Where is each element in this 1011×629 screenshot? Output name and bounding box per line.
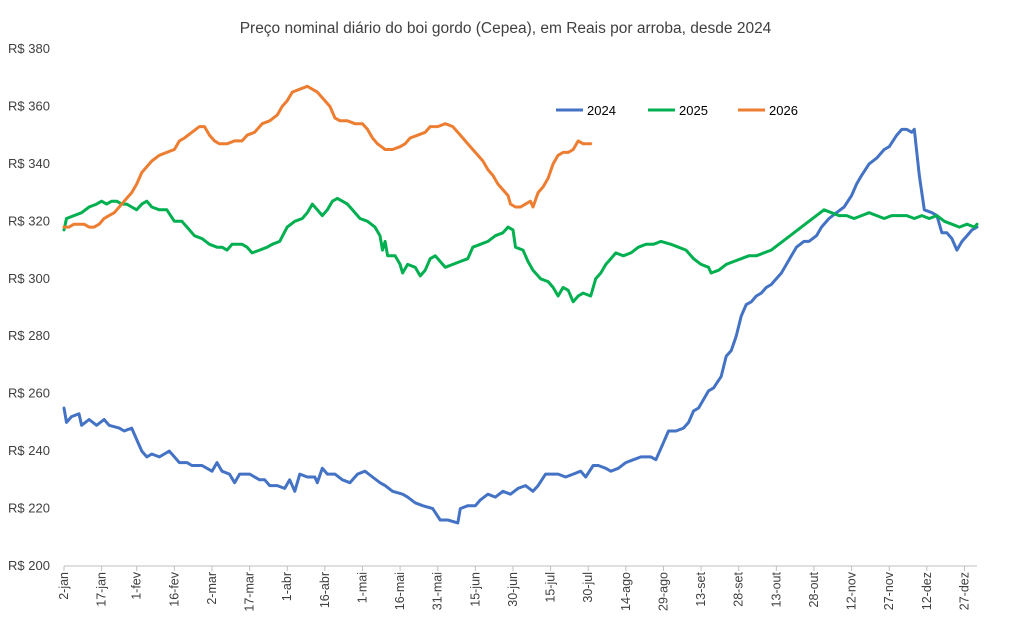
- x-tick-label: 17-mar: [243, 572, 257, 612]
- x-tick-label: 27-nov: [882, 571, 896, 610]
- x-tick-label: 1-fev: [130, 571, 144, 600]
- x-tick-label: 2-jan: [57, 572, 71, 600]
- series-line-2025: [62, 196, 979, 304]
- x-tick-label: 14-ago: [619, 572, 633, 611]
- x-tick-label: 16-fev: [167, 571, 181, 606]
- x-tick-label: 28-out: [807, 571, 821, 607]
- x-tick-label: 31-mai: [431, 572, 445, 610]
- x-tick-label: 15-jul: [544, 572, 558, 603]
- y-tick-label: R$ 360: [8, 98, 50, 113]
- x-tick-label: 13-set: [694, 571, 708, 606]
- y-tick-label: R$ 200: [8, 558, 50, 573]
- x-tick-label: 1-mai: [355, 572, 369, 603]
- x-tick-label: 30-jul: [581, 572, 595, 603]
- y-tick-label: R$ 240: [8, 443, 50, 458]
- x-tick-label: 16-abr: [318, 572, 332, 608]
- x-tick-label: 28-set: [732, 571, 746, 606]
- y-tick-label: R$ 340: [8, 156, 50, 171]
- chart-title: Preço nominal diário do boi gordo (Cepea…: [239, 20, 772, 37]
- axes: R$ 200 R$ 220 R$ 240 R$ 260 R$ 280 R$ 300 R$ 3…: [8, 41, 977, 612]
- y-tick-label: R$ 320: [8, 213, 50, 228]
- x-tick-label: 16-mai: [393, 572, 407, 610]
- y-tick-label: R$ 220: [8, 501, 50, 516]
- x-tick-label: 27-dez: [957, 572, 971, 610]
- y-tick-label: R$ 380: [8, 41, 50, 56]
- series-line-2024: [62, 127, 979, 525]
- legend-label-2024: 2024: [587, 103, 616, 118]
- y-tick-label: R$ 300: [8, 271, 50, 286]
- x-tick-label: 30-jun: [506, 572, 520, 607]
- x-tick-label: 1-abr: [280, 572, 294, 601]
- legend: 2024 2025 2026: [556, 103, 798, 118]
- x-tick-label: 29-ago: [656, 572, 670, 611]
- x-tick-label: 15-jun: [468, 572, 482, 607]
- x-tick-label: 2-mar: [205, 572, 219, 605]
- x-tick-label: 12-nov: [845, 571, 859, 610]
- series-line-2026: [62, 84, 593, 229]
- series-group: [62, 84, 979, 525]
- x-tick-label: 13-out: [769, 571, 783, 607]
- x-tick-label: 12-dez: [920, 572, 934, 610]
- y-tick-label: R$ 260: [8, 386, 50, 401]
- x-tick-label: 17-jan: [95, 572, 109, 607]
- legend-label-2025: 2025: [679, 103, 708, 118]
- y-tick-label: R$ 280: [8, 328, 50, 343]
- legend-label-2026: 2026: [769, 103, 798, 118]
